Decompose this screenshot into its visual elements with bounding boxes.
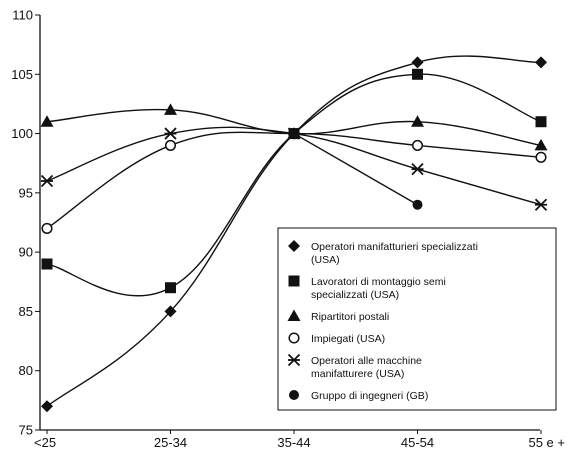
legend-box [277,227,557,411]
x-tick-label: <25 [34,435,56,450]
filled-circle-marker [289,128,299,139]
legend-marker [289,390,299,400]
open-circle-marker [288,332,300,344]
legend-marker [288,275,300,287]
square-marker [165,282,176,294]
series-4-point [41,222,53,234]
series-2-point [412,68,423,80]
y-tick-label: 85 [19,304,33,319]
y-tick-label: 95 [19,185,33,200]
y-tick-label: 90 [19,245,33,260]
series-1-point [411,56,424,69]
series-5-point [534,198,548,211]
square-marker [288,275,300,287]
legend-marker [287,353,301,367]
series-3-point [534,138,548,151]
legend-label: manifatturere (USA) [311,368,404,380]
series-2-point [165,282,176,294]
legend-label: Operatori manifatturieri specializzati [311,241,478,253]
series-3-point [164,103,177,115]
series-5-point [164,127,177,140]
diamond-marker [411,56,424,69]
series-3-point [411,115,424,127]
x-tick-label: 35-44 [277,435,310,450]
triangle-marker [534,138,548,151]
square-marker [412,68,423,80]
series-6-point [412,199,423,210]
diamond-marker [41,400,53,413]
diamond-marker [164,305,177,318]
series-2-point [41,258,53,270]
legend-label: Impiegati (USA) [311,333,385,345]
legend-marker [288,332,300,344]
legend-label: Ripartitori postali [311,311,389,323]
series-2-line [46,73,542,297]
x-tick-label: 45-54 [401,435,434,450]
legend-label: (USA) [311,254,340,266]
series-3-point [40,115,54,127]
y-tick-label: 80 [19,363,33,378]
open-circle-marker [164,139,177,151]
series-6-line [293,132,418,206]
y-tick-label: 75 [19,423,33,438]
x-tick-label: 25-34 [154,435,187,450]
legend-label: Operatori alle macchine [311,355,422,367]
series-6-point [289,128,299,139]
diamond-marker [288,240,300,252]
filled-circle-marker [412,199,423,210]
series-1-point [41,400,53,413]
triangle-marker [40,115,54,127]
series-4-point [535,151,547,163]
legend-label: specializzati (USA) [311,289,399,301]
series-4-point [411,139,424,151]
square-marker [41,258,53,270]
series-2-point [535,116,547,128]
square-marker [535,116,547,128]
legend-entry: Ripartitori postali [287,309,389,323]
series-4-point [164,139,177,151]
triangle-marker [164,103,177,115]
legend: Operatori manifatturieri specializzati(U… [277,227,557,411]
open-circle-marker [41,222,53,234]
diamond-marker [535,56,547,69]
legend-entry: Operatori manifatturieri specializzati(U… [288,240,478,266]
series-5-point [411,163,424,176]
series-1-point [535,56,547,69]
legend-label: Gruppo di ingegneri (GB) [311,390,428,402]
legend-entry: Lavoratori di montaggio semispecializzat… [288,275,446,301]
y-tick-label: 100 [11,126,33,141]
series-1-point [164,305,177,318]
series-markers [40,56,548,413]
triangle-marker [411,115,424,127]
series-5-point [40,174,54,188]
y-tick-label: 105 [11,67,33,82]
open-circle-marker [411,139,424,151]
triangle-marker [287,309,301,321]
legend-marker [287,309,301,321]
filled-circle-marker [289,390,299,400]
x-tick-label: 55 e + [528,435,565,450]
open-circle-marker [535,151,547,163]
axes: 75 80 85 90 95 100 105 110 <25 25-34 35-44 45-54 55 … [11,8,565,451]
legend-entry: Gruppo di ingegneri (GB) [289,390,428,402]
legend-entry: Impiegati (USA) [288,332,385,345]
legend-marker [288,240,300,252]
legend-label: Lavoratori di montaggio semi [311,276,446,288]
y-tick-label: 110 [12,8,33,23]
